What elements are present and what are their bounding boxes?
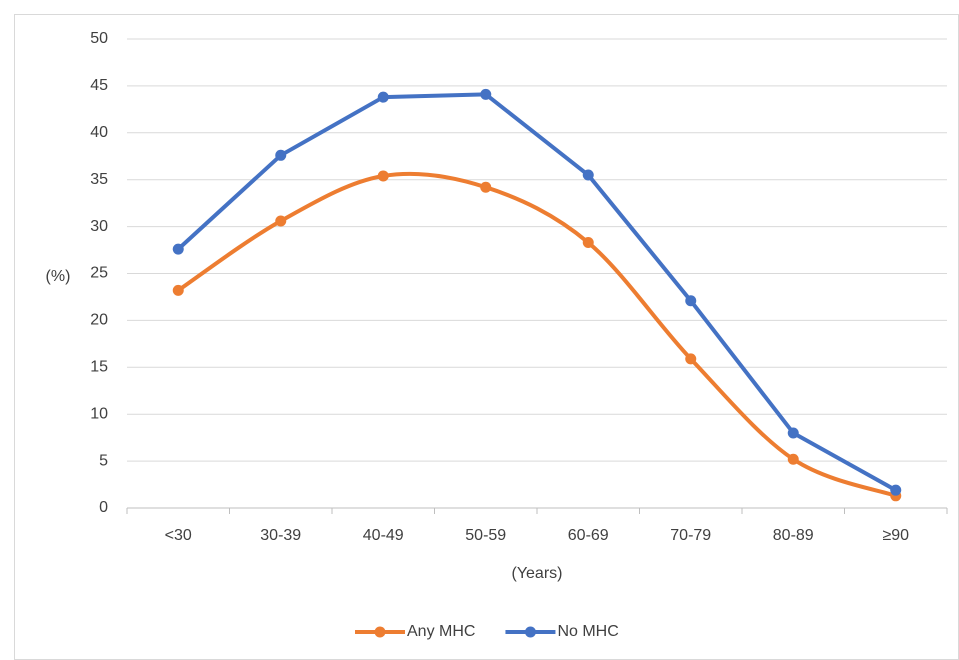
y-tick-label: 5 (99, 452, 108, 469)
series-line (176, 92, 898, 493)
y-axis-label: (%) (46, 268, 71, 285)
x-tick-label: 40-49 (363, 527, 404, 544)
legend-label: Any MHC (407, 623, 475, 640)
data-point (787, 427, 799, 439)
y-tick-label: 30 (90, 218, 108, 235)
y-tick-label: 15 (90, 359, 108, 376)
data-point (685, 295, 697, 307)
data-point (377, 91, 389, 103)
y-tick-label: 10 (90, 405, 108, 422)
y-tick-label: 40 (90, 124, 108, 141)
x-tick-label: 70-79 (670, 527, 711, 544)
data-point (377, 170, 389, 182)
series-line (176, 171, 898, 498)
y-tick-label: 0 (99, 499, 108, 516)
data-point (275, 149, 287, 161)
y-tick-label: 50 (90, 30, 108, 47)
data-point (275, 215, 287, 227)
data-point (890, 484, 902, 496)
x-tick-label: 50-59 (465, 527, 506, 544)
legend-marker (524, 626, 536, 638)
x-tick-label: 30-39 (260, 527, 301, 544)
data-point (480, 88, 492, 100)
x-tick-label: ≥90 (882, 527, 909, 544)
y-tick-label: 25 (90, 265, 108, 282)
data-point (787, 453, 799, 465)
x-axis-label: (Years) (512, 565, 563, 582)
data-point (480, 181, 492, 193)
y-tick-label: 45 (90, 77, 108, 94)
data-point (172, 284, 184, 296)
chart-frame (14, 14, 959, 660)
data-point (685, 353, 697, 365)
x-tick-label: <30 (165, 527, 192, 544)
legend-marker (374, 626, 386, 638)
data-point (582, 237, 594, 249)
data-point (172, 243, 184, 255)
x-tick-label: 80-89 (773, 527, 814, 544)
y-tick-label: 20 (90, 312, 108, 329)
data-point (582, 169, 594, 181)
legend-label: No MHC (557, 623, 618, 640)
y-tick-label: 35 (90, 171, 108, 188)
x-tick-label: 60-69 (568, 527, 609, 544)
